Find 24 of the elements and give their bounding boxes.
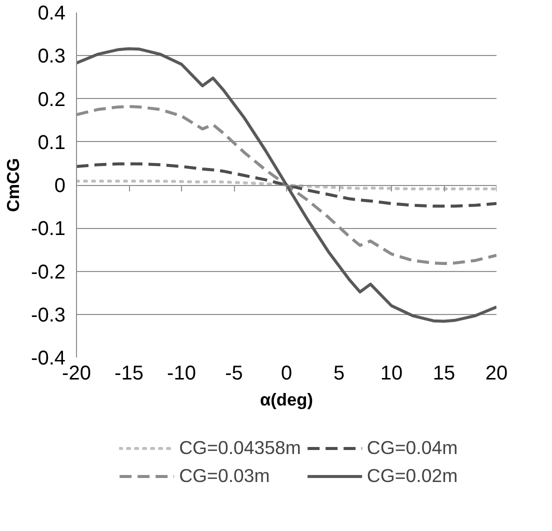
y-tick-label: 0.1	[38, 132, 66, 154]
y-tick-label: 0.3	[38, 46, 66, 68]
x-tick-label: 5	[333, 362, 345, 384]
y-tick-label: -0.3	[31, 304, 66, 326]
legend-label: CG=0.03m	[179, 464, 271, 486]
legend-label: CG=0.04358m	[179, 436, 301, 458]
legend-label: CG=0.04m	[366, 436, 459, 458]
y-tick-label: 0	[54, 175, 66, 197]
y-tick-label: -0.2	[31, 261, 66, 284]
x-tick-label: -5	[225, 362, 243, 384]
line-series	[76, 47, 496, 323]
x-tick-label: 20	[485, 362, 508, 384]
x-tick-label: 10	[380, 362, 403, 384]
x-tick-label: 15	[432, 362, 456, 384]
y-tick-label: 0.4	[38, 2, 66, 24]
line-series	[76, 180, 496, 190]
y-axis-title: CmCG	[3, 158, 24, 212]
x-tick-label: 0	[280, 362, 292, 384]
y-tick-label: -0.1	[31, 218, 66, 240]
legend-label: CG=0.02m	[366, 464, 459, 486]
x-tick-label: -10	[167, 362, 196, 384]
y-tick-label: 0.2	[38, 88, 66, 111]
x-axis-title: α(deg)	[260, 390, 313, 410]
x-tick-label: -15	[114, 362, 144, 384]
